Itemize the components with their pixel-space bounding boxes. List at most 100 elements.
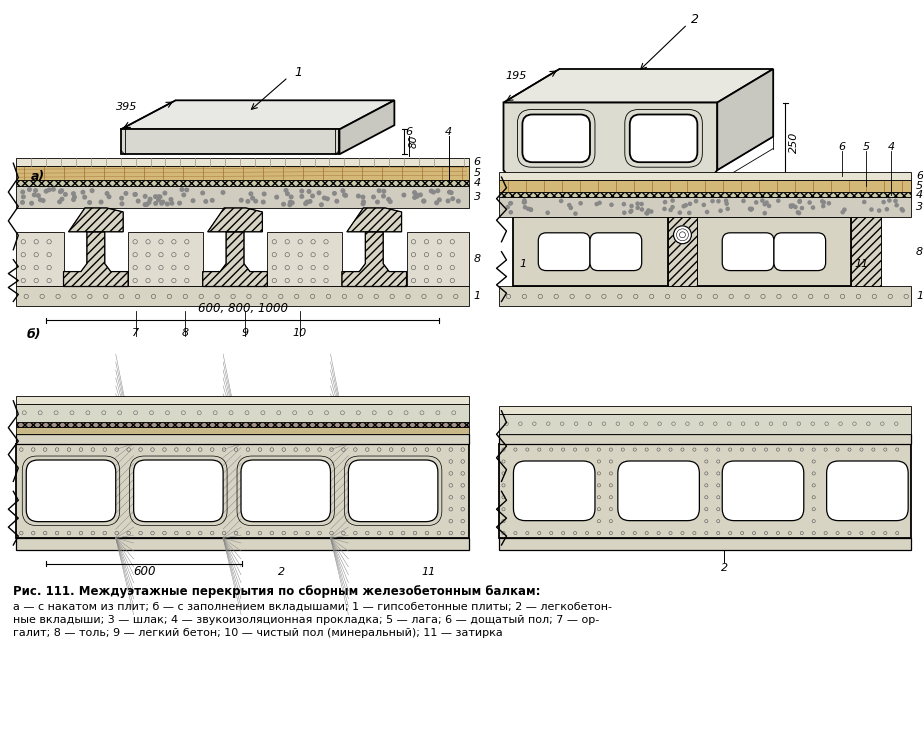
Circle shape (145, 203, 149, 206)
Circle shape (47, 188, 51, 192)
Circle shape (356, 194, 360, 198)
Circle shape (285, 192, 289, 195)
Bar (17, 186, 469, 208)
Circle shape (663, 207, 666, 210)
Circle shape (254, 199, 258, 203)
Circle shape (387, 198, 390, 201)
FancyBboxPatch shape (722, 461, 804, 521)
Circle shape (389, 200, 392, 204)
Circle shape (169, 198, 173, 201)
Circle shape (284, 189, 288, 192)
FancyBboxPatch shape (617, 461, 700, 521)
Circle shape (402, 193, 406, 197)
Circle shape (165, 202, 169, 206)
Circle shape (794, 205, 797, 209)
Text: ные вкладыши; 3 — шлак; 4 — звукоизоляционная прокладка; 5 — лага; 6 — дощатый п: ные вкладыши; 3 — шлак; 4 — звукоизоляци… (13, 615, 600, 624)
Circle shape (319, 203, 323, 207)
Circle shape (506, 206, 509, 209)
Text: 1: 1 (520, 259, 527, 269)
Bar (17, 158, 469, 166)
Text: 5: 5 (473, 168, 481, 178)
Bar (698, 217, 852, 286)
Text: 5: 5 (917, 181, 923, 191)
Circle shape (808, 201, 811, 204)
Circle shape (821, 200, 824, 203)
Circle shape (719, 209, 722, 213)
Circle shape (438, 198, 441, 201)
Bar (17, 166, 469, 180)
Circle shape (32, 193, 36, 197)
Circle shape (629, 210, 632, 213)
FancyBboxPatch shape (827, 461, 908, 521)
Text: 6: 6 (838, 142, 845, 152)
Circle shape (568, 204, 571, 207)
Circle shape (755, 201, 758, 204)
Circle shape (170, 201, 174, 205)
Circle shape (717, 200, 720, 203)
FancyBboxPatch shape (722, 233, 774, 271)
Text: а — с накатом из плит; б — с заполнением вкладышами; 1 — гипсобетонные плиты; 2 : а — с накатом из плит; б — с заполнением… (13, 602, 612, 612)
Circle shape (157, 198, 161, 201)
Circle shape (530, 208, 533, 211)
Bar (17, 433, 469, 444)
Circle shape (154, 195, 157, 198)
Circle shape (307, 189, 311, 193)
Text: Рис. 111. Междуэтажные перекрытия по сборным железобетонным балкам:: Рис. 111. Междуэтажные перекрытия по сбо… (13, 585, 541, 598)
Circle shape (413, 191, 416, 195)
Circle shape (682, 204, 685, 208)
Circle shape (149, 198, 152, 201)
Text: 250: 250 (789, 131, 799, 153)
Circle shape (641, 208, 643, 211)
Circle shape (432, 190, 436, 194)
Circle shape (598, 201, 601, 204)
Circle shape (529, 208, 533, 211)
Bar (17, 396, 469, 404)
Circle shape (610, 203, 613, 207)
Circle shape (629, 210, 633, 213)
Circle shape (798, 200, 801, 204)
Circle shape (90, 189, 94, 192)
Circle shape (137, 199, 140, 203)
Polygon shape (208, 208, 262, 232)
Circle shape (300, 189, 304, 193)
Circle shape (435, 201, 438, 204)
Circle shape (361, 195, 365, 199)
Circle shape (888, 199, 891, 202)
Circle shape (21, 190, 25, 194)
Circle shape (134, 192, 138, 196)
Polygon shape (342, 232, 406, 286)
Circle shape (143, 195, 147, 198)
Circle shape (300, 195, 304, 198)
Circle shape (623, 211, 626, 214)
Circle shape (21, 195, 25, 198)
Bar (17, 427, 469, 433)
Circle shape (863, 201, 866, 204)
Circle shape (749, 207, 751, 210)
Bar (17, 286, 469, 307)
Text: 6: 6 (473, 157, 481, 167)
Circle shape (645, 212, 648, 215)
Text: 11: 11 (422, 567, 436, 577)
Circle shape (800, 207, 804, 210)
Circle shape (419, 193, 422, 197)
Circle shape (73, 195, 77, 199)
Circle shape (622, 203, 626, 206)
Circle shape (671, 206, 674, 209)
Circle shape (777, 199, 780, 202)
Bar (17, 421, 469, 427)
Text: 11: 11 (855, 259, 869, 269)
Circle shape (702, 204, 705, 207)
Circle shape (201, 191, 205, 195)
Bar (498, 414, 911, 433)
Text: 600, 800, 1000: 600, 800, 1000 (198, 302, 287, 316)
Circle shape (527, 207, 530, 210)
Circle shape (841, 210, 845, 214)
Bar (17, 444, 469, 538)
Text: 1: 1 (917, 292, 923, 301)
Circle shape (306, 201, 309, 204)
Circle shape (595, 202, 598, 206)
Circle shape (640, 202, 643, 206)
Bar (17, 232, 64, 286)
Circle shape (450, 191, 453, 195)
Polygon shape (121, 129, 340, 154)
